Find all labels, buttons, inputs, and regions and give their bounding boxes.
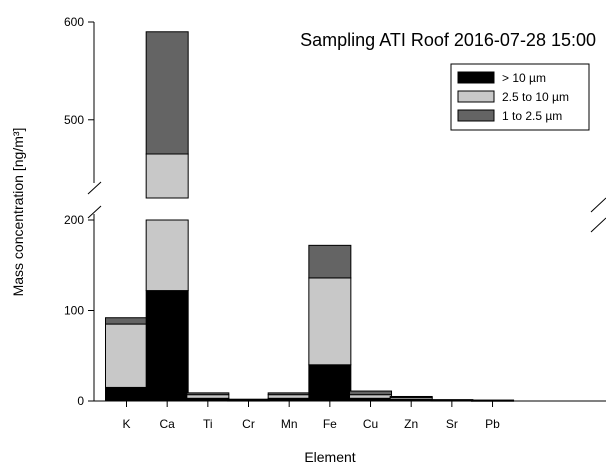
x-tick-label-Cu: Cu — [363, 417, 378, 431]
y-tick-label-600: 600 — [64, 15, 84, 29]
x-tick-label-Fe: Fe — [323, 417, 337, 431]
plot-area — [105, 31, 515, 402]
bar-Ti-series-2 — [186, 392, 230, 396]
bar-Fe-series-2 — [308, 244, 352, 279]
legend-label-0: > 10 µm — [502, 71, 546, 85]
x-tick-label-Pb: Pb — [485, 417, 500, 431]
x-tick-label-Sr: Sr — [446, 417, 458, 431]
y-tick-label-0: 0 — [77, 394, 84, 408]
axes: 0 100 200 500 600 K Ca Ti Cr Mn Fe Cu Zn Sr Pb — [64, 15, 606, 431]
y-axis-break-mark-upper — [87, 181, 102, 195]
bar-K-series-1 — [105, 323, 148, 388]
bar-Cr-series-2 — [227, 398, 271, 401]
bar-Fe-series-0 — [308, 364, 352, 402]
legend-label-1: 2.5 to 10 µm — [502, 90, 569, 104]
legend-swatch-0 — [457, 71, 495, 84]
bar-Cu-series-1 — [349, 394, 393, 399]
x-tick-label-Ti: Ti — [203, 417, 213, 431]
right-break-mark-upper — [590, 197, 606, 213]
legend-swatch-2 — [457, 109, 495, 122]
x-tick-label-Zn: Zn — [404, 417, 418, 431]
right-break-mark-lower — [590, 217, 606, 233]
bar-Ti-series-1 — [186, 394, 230, 399]
y-tick-label-500: 500 — [64, 113, 84, 127]
y-axis-title: Mass concentration [ng/m³] — [10, 128, 26, 297]
x-axis-title: Element — [304, 449, 355, 464]
bar-Sr-series-2 — [430, 399, 474, 401]
y-tick-label-200: 200 — [64, 213, 84, 227]
bar-Cu-series-2 — [349, 390, 393, 396]
x-tick-label-Mn: Mn — [281, 417, 298, 431]
legend: > 10 µm 2.5 to 10 µm 1 to 2.5 µm — [450, 63, 590, 131]
bar-Mn-series-2 — [267, 392, 311, 396]
y-axis-break-mark-lower — [87, 205, 102, 219]
legend-label-2: 1 to 2.5 µm — [502, 109, 562, 123]
x-tick-label-Cr: Cr — [242, 417, 255, 431]
bar-Mn-series-1 — [267, 394, 311, 399]
bar-K-series-2 — [105, 317, 148, 325]
bar-Ca-series-2 — [145, 31, 189, 155]
x-tick-label-Ca: Ca — [159, 417, 175, 431]
bar-K-series-0 — [105, 386, 148, 402]
bar-Ca-series-1-part-0 — [145, 219, 189, 292]
y-tick-label-100: 100 — [64, 304, 84, 318]
bar-Zn-series-2 — [389, 395, 433, 398]
legend-swatch-1 — [457, 90, 495, 103]
chart-title: Sampling ATI Roof 2016-07-28 15:00 — [300, 30, 596, 50]
bar-Ca-series-1-part-1 — [145, 153, 189, 199]
bar-Fe-series-1 — [308, 277, 352, 366]
x-tick-label-K: K — [122, 417, 130, 431]
bar-Ca-series-0 — [145, 290, 189, 402]
